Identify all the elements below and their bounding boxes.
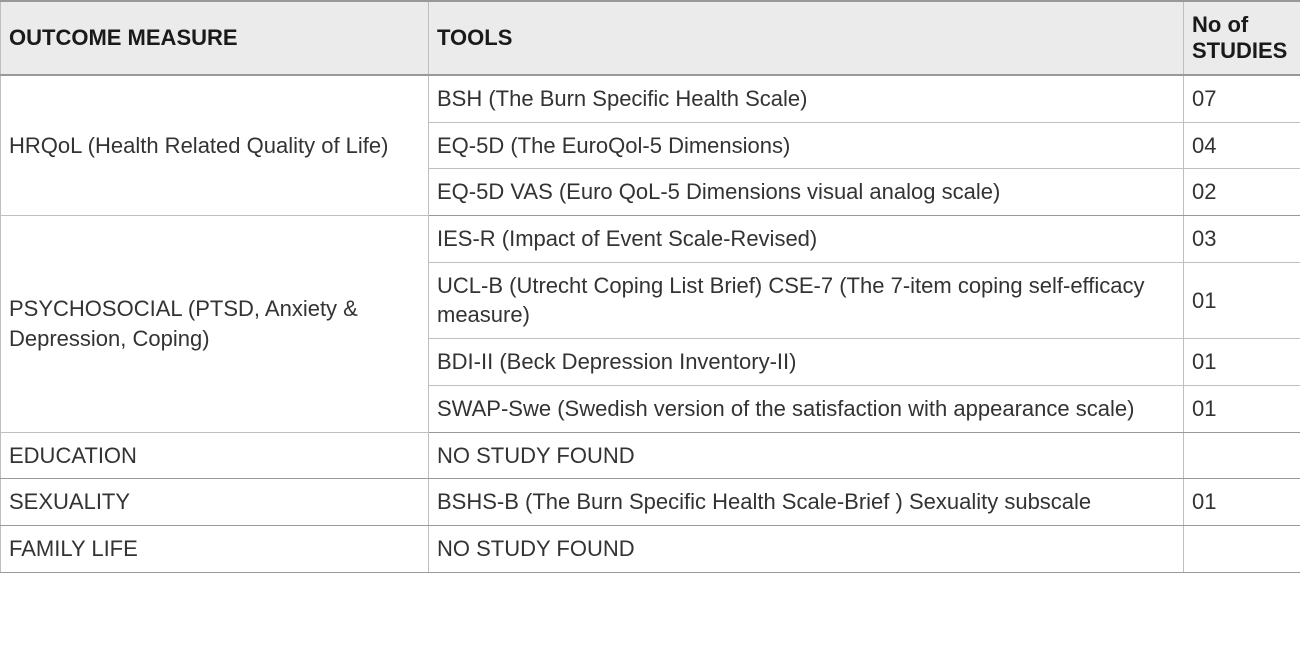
cell-studies: 04 bbox=[1184, 122, 1300, 169]
cell-studies: 01 bbox=[1184, 479, 1300, 526]
outcome-measures-table: OUTCOME MEASURE TOOLS No of STUDIES HRQo… bbox=[0, 0, 1300, 573]
header-studies: No of STUDIES bbox=[1184, 1, 1300, 75]
cell-tool: IES-R (Impact of Event Scale-Revised) bbox=[429, 216, 1184, 263]
cell-tool: EQ-5D VAS (Euro QoL-5 Dimensions visual … bbox=[429, 169, 1184, 216]
cell-studies bbox=[1184, 432, 1300, 479]
cell-outcome: FAMILY LIFE bbox=[1, 525, 429, 572]
header-tools: TOOLS bbox=[429, 1, 1184, 75]
cell-tool: NO STUDY FOUND bbox=[429, 432, 1184, 479]
table-body: HRQoL (Health Related Quality of Life) B… bbox=[1, 75, 1300, 572]
table-header: OUTCOME MEASURE TOOLS No of STUDIES bbox=[1, 1, 1300, 75]
table-row: EDUCATION NO STUDY FOUND bbox=[1, 432, 1300, 479]
header-outcome: OUTCOME MEASURE bbox=[1, 1, 429, 75]
cell-tool: EQ-5D (The EuroQol-5 Dimensions) bbox=[429, 122, 1184, 169]
cell-tool: SWAP-Swe (Swedish version of the satisfa… bbox=[429, 385, 1184, 432]
cell-studies: 01 bbox=[1184, 339, 1300, 386]
cell-tool: NO STUDY FOUND bbox=[429, 525, 1184, 572]
cell-studies bbox=[1184, 525, 1300, 572]
cell-outcome: HRQoL (Health Related Quality of Life) bbox=[1, 75, 429, 216]
cell-studies: 01 bbox=[1184, 262, 1300, 338]
table-row: SEXUALITY BSHS-B (The Burn Specific Heal… bbox=[1, 479, 1300, 526]
cell-tool: UCL-B (Utrecht Coping List Brief) CSE-7 … bbox=[429, 262, 1184, 338]
cell-outcome: EDUCATION bbox=[1, 432, 429, 479]
cell-outcome: SEXUALITY bbox=[1, 479, 429, 526]
cell-tool: BSHS-B (The Burn Specific Health Scale-B… bbox=[429, 479, 1184, 526]
cell-studies: 07 bbox=[1184, 75, 1300, 122]
table-row: PSYCHOSOCIAL (PTSD, Anxiety & Depression… bbox=[1, 216, 1300, 263]
cell-outcome: PSYCHOSOCIAL (PTSD, Anxiety & Depression… bbox=[1, 216, 429, 432]
cell-studies: 01 bbox=[1184, 385, 1300, 432]
table-row: FAMILY LIFE NO STUDY FOUND bbox=[1, 525, 1300, 572]
cell-tool: BDI-II (Beck Depression Inventory-II) bbox=[429, 339, 1184, 386]
table-row: HRQoL (Health Related Quality of Life) B… bbox=[1, 75, 1300, 122]
cell-tool: BSH (The Burn Specific Health Scale) bbox=[429, 75, 1184, 122]
cell-studies: 03 bbox=[1184, 216, 1300, 263]
cell-studies: 02 bbox=[1184, 169, 1300, 216]
